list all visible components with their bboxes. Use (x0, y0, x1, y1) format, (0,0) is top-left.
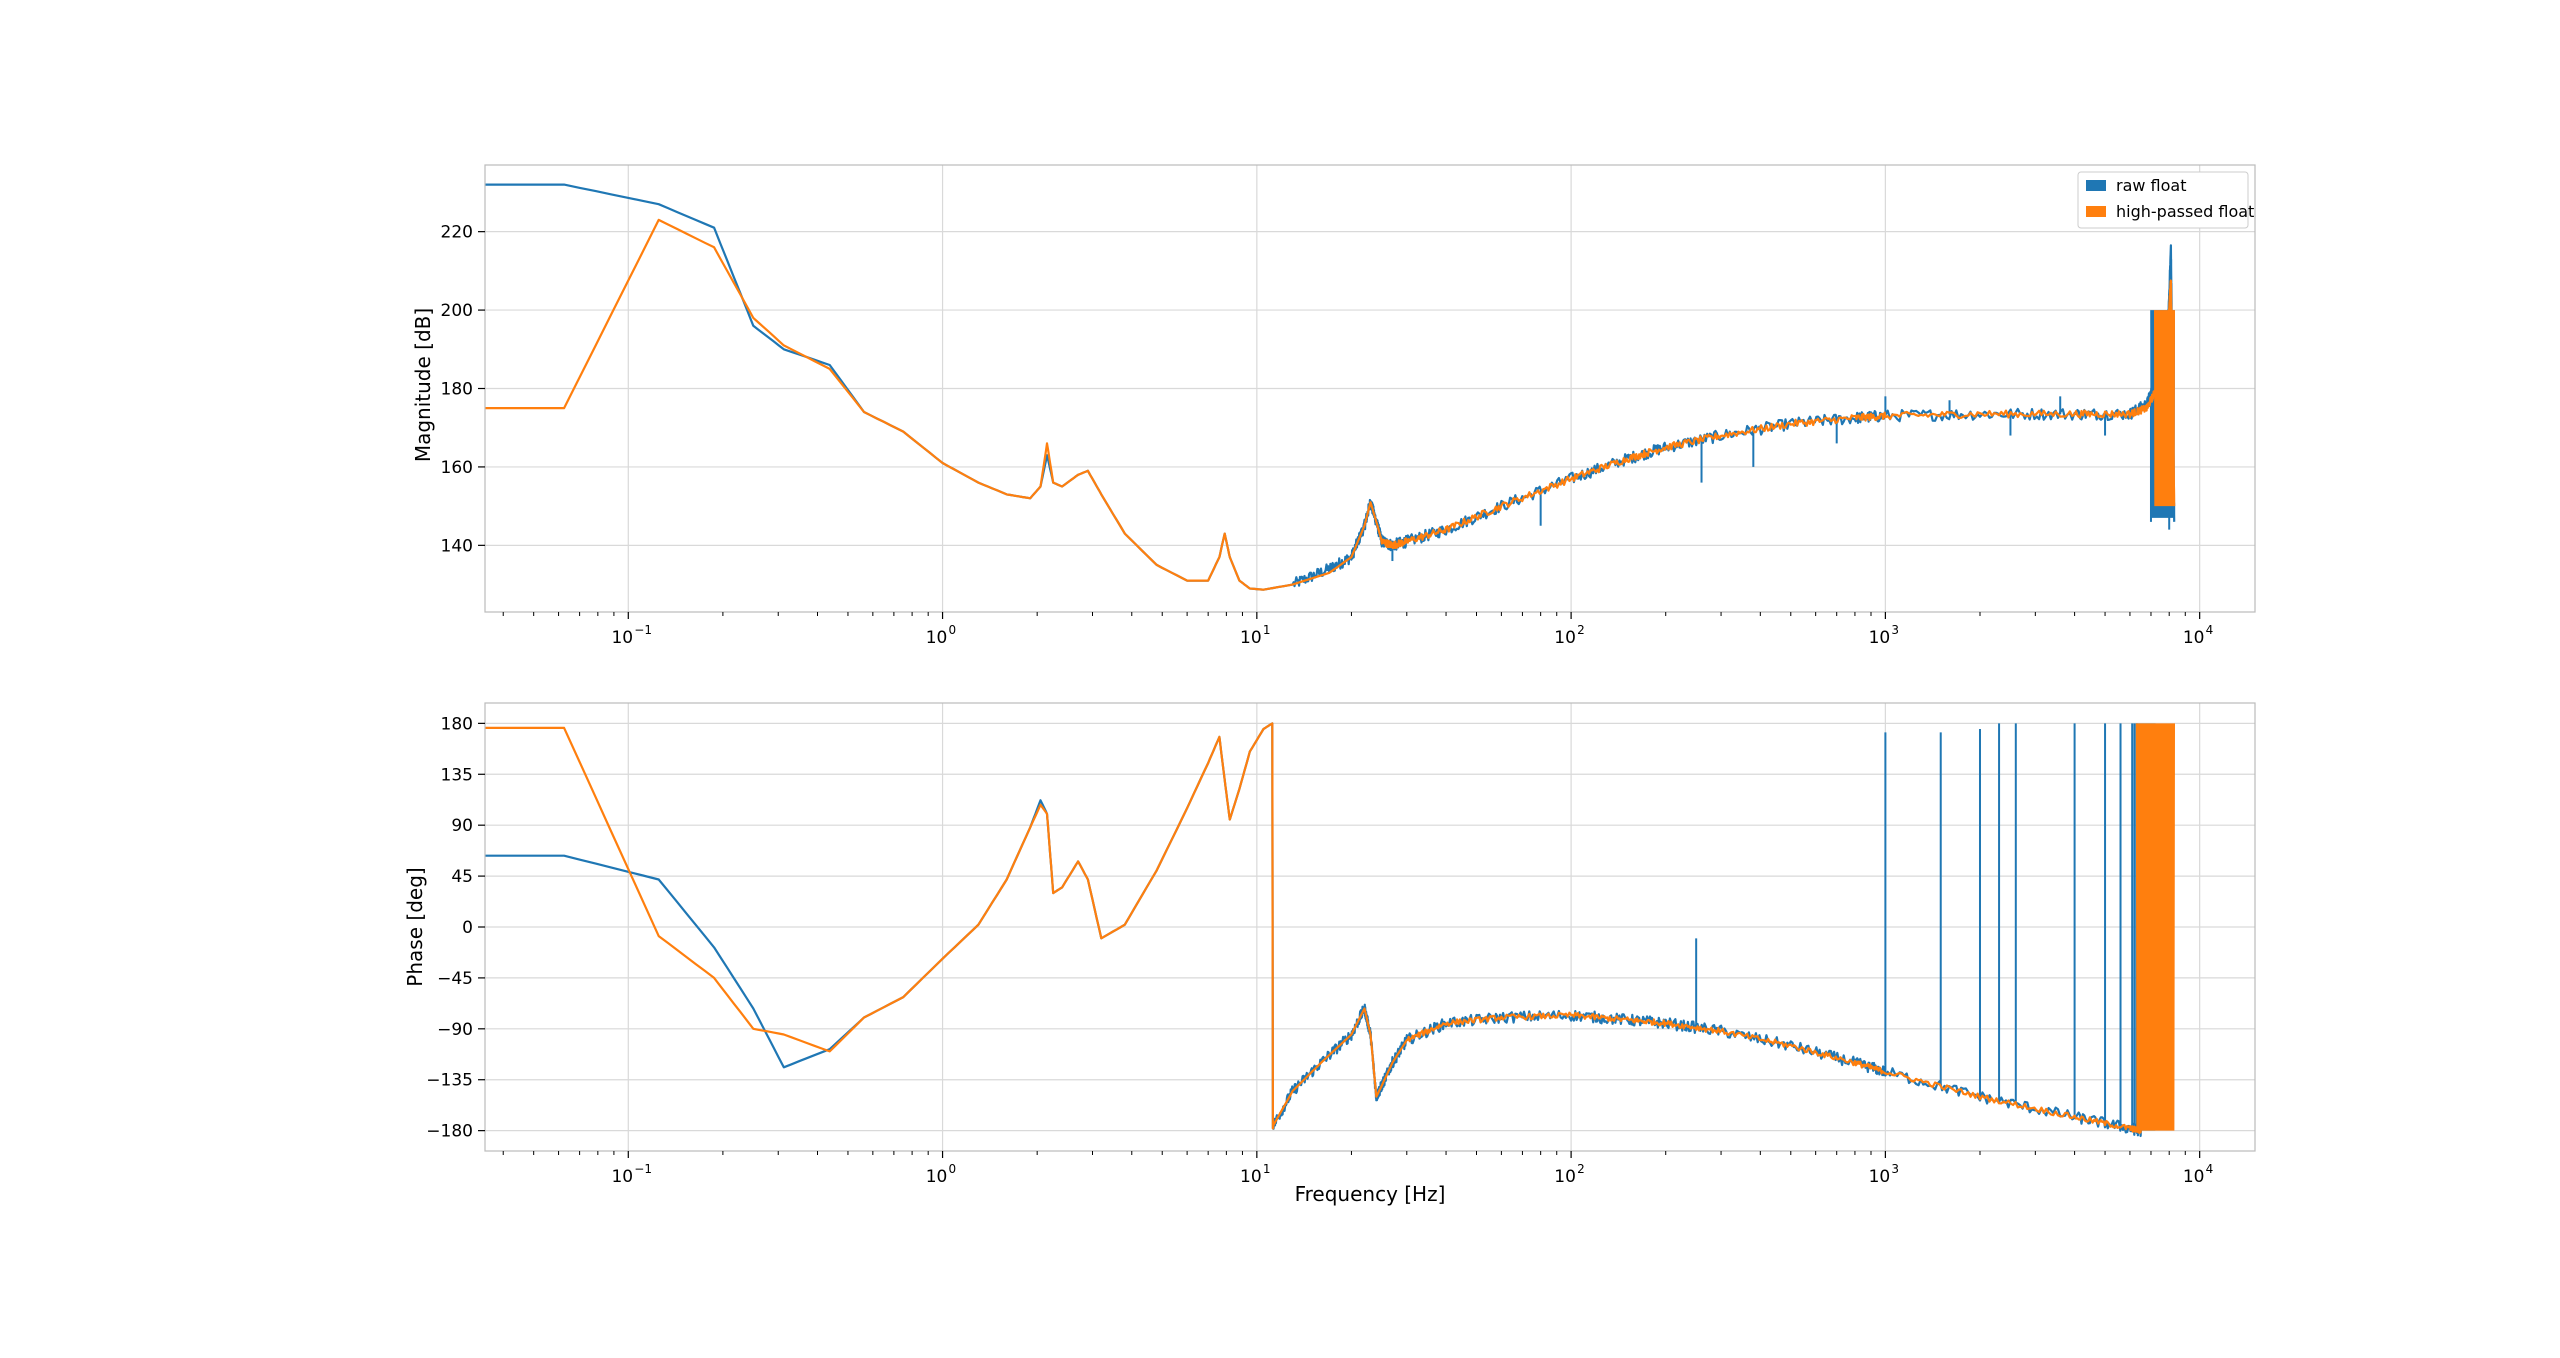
y-tick-label: −180 (426, 1122, 473, 1142)
legend-label-raw-float: raw float (2116, 176, 2187, 195)
y-tick-label: 200 (441, 301, 473, 321)
x-tick-exponent: 4 (2206, 623, 2214, 637)
magnitude-y-axis-label: Magnitude [dB] (411, 308, 435, 462)
x-tick-label: 10 (611, 628, 633, 648)
x-tick-label: 10 (1240, 628, 1262, 648)
series-high-passed-float (485, 722, 2175, 1134)
x-tick-exponent: −1 (634, 623, 652, 637)
series-high-frequency-oscillation (2135, 723, 2175, 1131)
phase-lines (485, 722, 2175, 1138)
magnitude-lines (485, 183, 2176, 591)
x-tick-exponent: 0 (949, 623, 957, 637)
y-tick-label: 0 (462, 918, 473, 938)
x-tick-label: 10 (2183, 1167, 2205, 1187)
phase-y-axis-label: Phase [deg] (403, 867, 427, 986)
y-tick-label: −90 (437, 1020, 473, 1040)
series-high-passed-float (485, 218, 2176, 591)
y-tick-label: 180 (441, 380, 473, 400)
x-tick-exponent: 3 (1891, 623, 1899, 637)
x-tick-exponent: 1 (1263, 1162, 1271, 1176)
series-line (485, 183, 2176, 591)
frequency-x-axis-label: Frequency [Hz] (1295, 1182, 1446, 1206)
legend: raw float high-passed float (2077, 171, 2254, 229)
x-tick-exponent: 2 (1577, 623, 1585, 637)
y-tick-label: −45 (437, 969, 473, 989)
x-tick-label: 10 (1869, 628, 1891, 648)
y-tick-label: 140 (441, 536, 473, 556)
x-tick-exponent: 1 (1263, 623, 1271, 637)
x-tick-label: 10 (611, 1167, 633, 1187)
x-tick-exponent: 4 (2206, 1162, 2214, 1176)
y-tick-label: 160 (441, 458, 473, 478)
y-tick-label: 180 (441, 714, 473, 734)
y-tick-label: 90 (451, 816, 473, 836)
y-tick-label: 135 (441, 765, 473, 785)
magnitude-grid (485, 165, 2255, 612)
phase-panel: 10 −1 10 0 10 1 10 2 10 3 10 418013590450−45−90−135… (403, 702, 2256, 1206)
x-tick-label: 10 (926, 1167, 948, 1187)
legend-box (2077, 171, 2249, 229)
y-tick-label: 45 (451, 867, 473, 887)
legend-label-high-passed-float: high-passed float (2116, 202, 2254, 221)
x-tick-exponent: 0 (949, 1162, 957, 1176)
x-tick-label: 10 (1240, 1167, 1262, 1187)
series-high-frequency-oscillation (2154, 310, 2175, 507)
legend-swatch-raw-float (2086, 180, 2106, 191)
legend-swatch-high-passed-float (2086, 206, 2106, 217)
x-tick-label: 10 (2183, 628, 2205, 648)
x-tick-exponent: 2 (1577, 1162, 1585, 1176)
x-tick-exponent: 3 (1891, 1162, 1899, 1176)
series-line (485, 722, 2142, 1134)
x-tick-exponent: −1 (634, 1162, 652, 1176)
x-tick-label: 10 (1554, 1167, 1576, 1187)
x-tick-label: 10 (1869, 1167, 1891, 1187)
y-tick-label: −135 (426, 1071, 473, 1091)
series-line (485, 218, 2176, 591)
x-tick-label: 10 (1554, 628, 1576, 648)
phase-ticks: 10 −1 10 0 10 1 10 2 10 3 10 418013590450−45−90−135… (426, 714, 2213, 1187)
x-tick-label: 10 (926, 628, 948, 648)
y-tick-label: 220 (441, 223, 473, 243)
